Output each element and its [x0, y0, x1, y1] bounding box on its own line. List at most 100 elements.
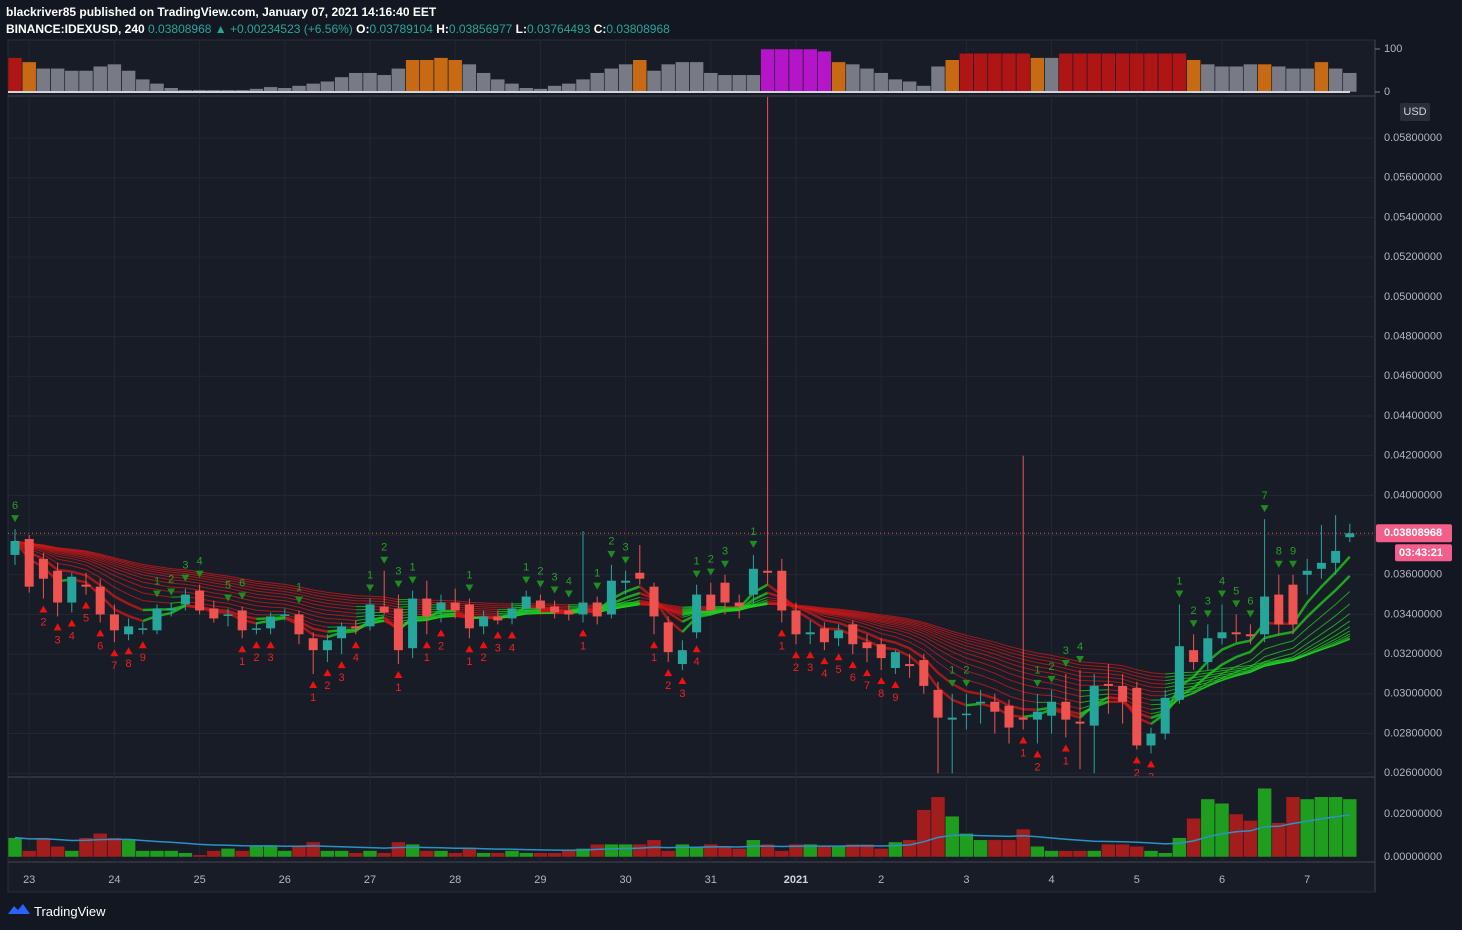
setup-count: 1: [296, 581, 302, 593]
setup-triangle: [834, 653, 843, 661]
histogram-bar: [1030, 57, 1045, 93]
histogram-bar: [1172, 53, 1187, 93]
ma-ribbon: [14, 540, 356, 614]
volume-bar: [916, 809, 932, 858]
setup-count: 3: [268, 652, 274, 664]
candle-body: [706, 594, 716, 611]
candle-body: [195, 590, 205, 611]
candle-body: [408, 598, 418, 649]
setup-count: 9: [1290, 546, 1296, 558]
candle-body: [507, 608, 517, 619]
histogram-bar: [1157, 53, 1173, 93]
volume-bar: [987, 839, 1003, 858]
ma-ribbon: [284, 616, 328, 633]
histogram-bar: [391, 68, 406, 93]
y-tick-label: 0.04400000: [1384, 410, 1442, 422]
setup-triangle: [891, 680, 900, 688]
candle-body: [1189, 650, 1199, 663]
ma-ribbon: [639, 602, 683, 609]
ma-ribbon: [639, 603, 683, 610]
ma-ribbon: [14, 540, 356, 618]
volume-bar: [1058, 850, 1074, 858]
y-tick-label: 0: [1384, 86, 1390, 98]
setup-count: 6: [97, 640, 103, 652]
setup-count: 1: [949, 665, 955, 677]
volume-bar: [362, 850, 378, 858]
setup-triangle: [394, 671, 403, 679]
volume-bar: [92, 833, 108, 858]
setup-triangle: [238, 645, 247, 653]
setup-triangle: [422, 641, 431, 649]
setup-triangle: [792, 651, 800, 659]
volume-bar: [1228, 813, 1244, 858]
setup-count: 2: [1191, 605, 1197, 617]
ma-ribbon: [284, 616, 328, 639]
setup-triangle: [224, 594, 232, 602]
histogram-bar: [1214, 65, 1230, 93]
setup-count: 8: [1276, 546, 1282, 558]
low: 0.03764493: [526, 22, 591, 36]
candle-body: [493, 616, 503, 621]
setup-triangle: [1076, 656, 1084, 664]
setup-triangle: [962, 679, 971, 687]
setup-count: 5: [1233, 585, 1239, 597]
open-label: O:: [356, 22, 370, 36]
volume-bar: [518, 852, 534, 858]
histogram-bar: [376, 74, 392, 93]
histogram-bar: [604, 68, 619, 93]
volume-bar: [973, 839, 988, 858]
volume-bar: [7, 837, 23, 858]
ma-ribbon: [1108, 700, 1152, 715]
histogram-bar: [1328, 68, 1343, 93]
histogram-bar: [348, 72, 364, 93]
histogram-bar: [859, 68, 875, 93]
ma-ribbon: [14, 540, 399, 605]
setup-count: 5: [836, 664, 842, 676]
setup-count: 1: [154, 575, 160, 587]
histogram-bar: [405, 59, 420, 93]
candle-body: [53, 570, 63, 603]
candle-body: [266, 616, 276, 629]
histogram-bar: [334, 76, 349, 93]
histogram-bar: [802, 48, 818, 93]
histogram-bar: [149, 83, 165, 93]
histogram-bar: [575, 78, 591, 93]
setup-count: 4: [197, 556, 203, 568]
ma-ribbon: [767, 603, 1166, 685]
candle-body: [919, 660, 929, 686]
candle-body: [763, 570, 773, 573]
symbol-line: BINANCE:IDEXUSD, 240 0.03808968 ▲ +0.002…: [6, 22, 670, 36]
setup-triangle: [96, 629, 105, 637]
volume-bar: [391, 841, 406, 858]
setup-triangle: [579, 629, 587, 637]
histogram-bar: [646, 70, 662, 93]
ma-ribbon: [597, 603, 640, 610]
volume-bar: [959, 833, 974, 858]
volume-bar: [746, 839, 761, 858]
y-tick-label: 0.02600000: [1384, 767, 1442, 779]
candle-body: [564, 610, 574, 615]
setup-triangle: [1189, 620, 1198, 628]
volume-bar: [1186, 818, 1201, 858]
ma-ribbon: [966, 702, 981, 707]
setup-triangle: [138, 641, 147, 649]
volume-bar: [163, 850, 179, 858]
candle-body: [1288, 584, 1298, 625]
histogram-bar: [92, 65, 108, 93]
candle-body: [479, 616, 489, 627]
histogram-bar: [746, 74, 761, 93]
histogram-bar: [1271, 65, 1287, 93]
ma-ribbon: [597, 603, 640, 609]
setup-triangle: [564, 590, 573, 598]
setup-count: 2: [665, 680, 671, 692]
y-tick-label: 0.04200000: [1384, 450, 1442, 462]
histogram-bar: [1115, 53, 1130, 93]
histogram-bar: [447, 59, 463, 93]
setup-triangle: [1289, 560, 1297, 568]
histogram-bar: [21, 61, 37, 93]
y-tick-label: 0.03200000: [1384, 648, 1442, 660]
histogram-bar: [1101, 53, 1116, 93]
setup-triangle: [806, 651, 815, 659]
x-tick-label: 28: [449, 874, 461, 886]
candle-body: [67, 576, 77, 603]
